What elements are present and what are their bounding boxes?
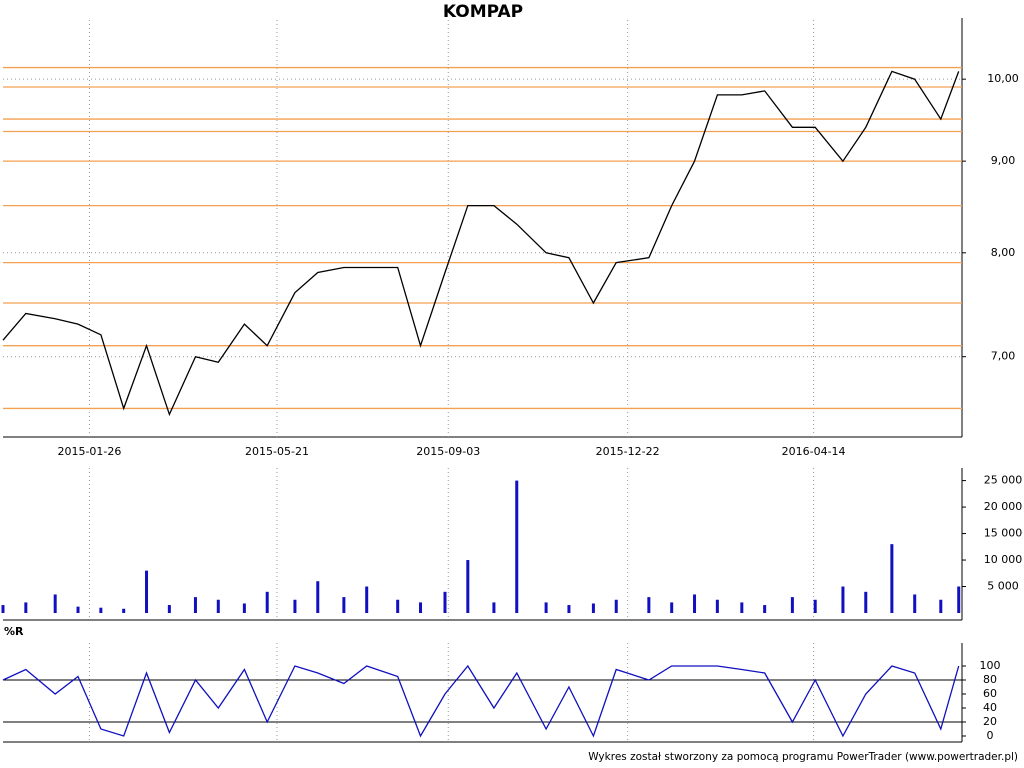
volume-bar — [99, 607, 103, 613]
volume-bar — [790, 597, 794, 613]
y-tick-label: 5 000 — [987, 580, 1019, 593]
volume-bar — [693, 594, 697, 613]
volume-bar — [670, 602, 674, 613]
volume-bar — [167, 605, 171, 613]
volume-bar — [216, 599, 220, 613]
volume-bar — [957, 586, 961, 613]
volume-bar — [614, 599, 618, 613]
volume-bar — [122, 608, 126, 613]
volume-bar — [342, 597, 346, 613]
volume-bar — [466, 560, 470, 613]
y-tick-label: 60 — [983, 687, 997, 700]
volume-bar — [396, 599, 400, 613]
volume-bar — [265, 591, 269, 613]
volume-bar — [76, 606, 80, 613]
volume-bar — [591, 603, 595, 613]
y-tick-label: 15 000 — [984, 527, 1023, 540]
volume-bar — [763, 605, 767, 613]
footer: Wykres został stworzony za pomocą progra… — [588, 751, 1018, 763]
y-tick-label: 80 — [983, 673, 997, 686]
y-tick-label: 7,00 — [991, 350, 1016, 363]
volume-bar — [715, 599, 719, 613]
volume-bar — [939, 599, 943, 613]
volume-bar — [913, 594, 917, 613]
volume-bar — [544, 602, 548, 613]
chart-title: KOMPAP — [443, 2, 523, 22]
volume-bar — [53, 594, 57, 613]
x-tick-label: 2015-05-21 — [245, 445, 309, 458]
volume-bar — [647, 597, 651, 613]
volume-bar — [515, 480, 519, 613]
volume-bar — [1, 605, 5, 613]
price-line — [2, 70, 960, 417]
volume-bar — [145, 570, 149, 613]
volume-bar — [365, 586, 369, 613]
volume-bar — [864, 591, 868, 613]
volume-bar — [492, 602, 496, 613]
x-tick-label: 2015-12-22 — [596, 445, 660, 458]
panel-title: %R — [4, 625, 24, 638]
volume-bar — [740, 602, 744, 613]
volume-bar — [813, 599, 817, 613]
volume-bar — [193, 597, 197, 613]
x-tick-label: 2016-04-14 — [782, 445, 846, 458]
y-tick-label: 0 — [987, 729, 994, 742]
price-line — [2, 664, 960, 738]
volume-bar — [293, 599, 297, 613]
x-tick-label: 2015-09-03 — [416, 445, 480, 458]
volume-bar — [316, 581, 320, 613]
volume-bar — [419, 602, 423, 613]
volume-bar — [890, 544, 894, 613]
y-tick-label: 9,00 — [991, 154, 1016, 167]
volume-bar — [443, 591, 447, 613]
y-tick-label: 8,00 — [991, 246, 1016, 259]
y-tick-label: 100 — [980, 659, 1001, 672]
y-tick-label: 40 — [983, 701, 997, 714]
x-tick-label: 2015-01-26 — [57, 445, 121, 458]
y-tick-label: 20 000 — [984, 500, 1023, 513]
y-tick-label: 20 — [983, 715, 997, 728]
volume-bar — [242, 603, 246, 613]
y-tick-label: 10,00 — [987, 72, 1019, 85]
volume-bar — [841, 586, 845, 613]
volume-bar — [567, 605, 571, 613]
volume-bar — [24, 602, 28, 613]
y-tick-label: 10 000 — [984, 553, 1023, 566]
y-tick-label: 25 000 — [984, 474, 1023, 487]
